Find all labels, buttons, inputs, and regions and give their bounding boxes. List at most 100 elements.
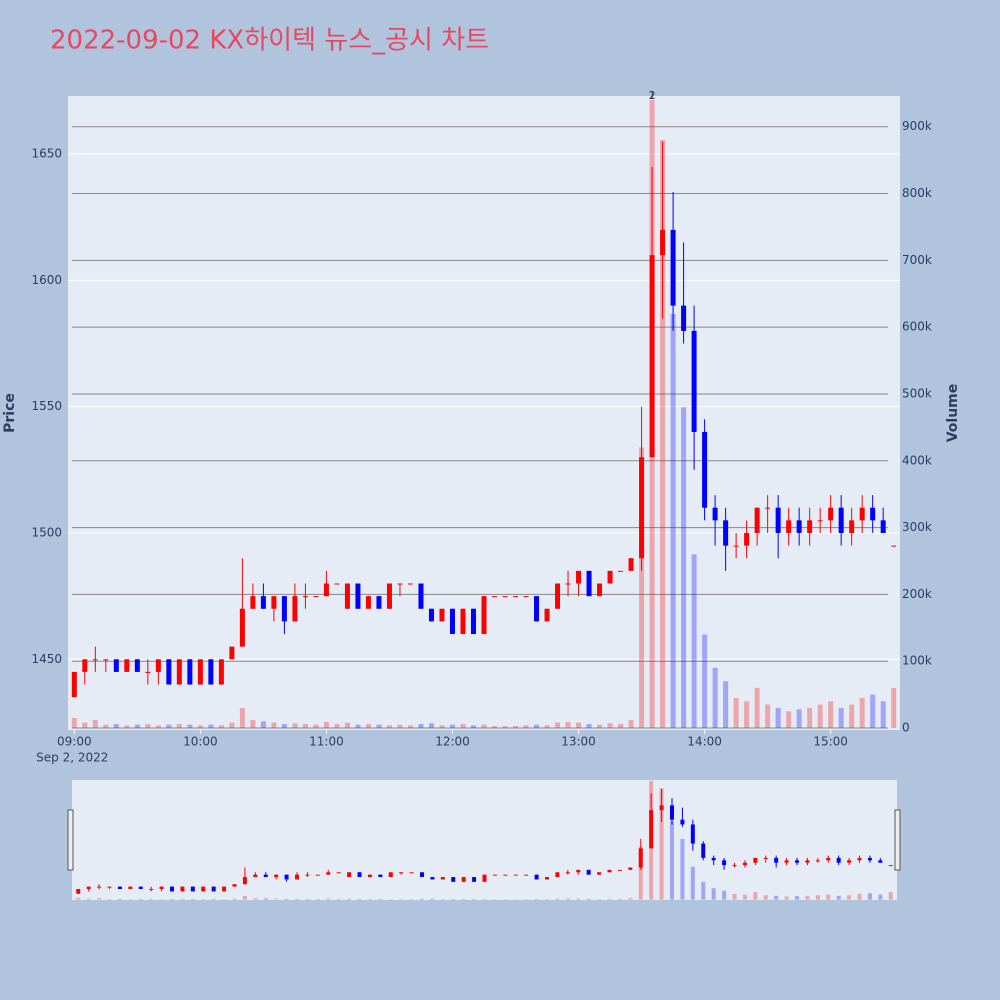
volume-bar [239,707,245,728]
volume-bar [774,895,779,900]
candle-body [409,872,414,874]
volume-bar [849,704,855,728]
candle-body [544,608,550,622]
y2-tick-label: 300k [902,520,932,534]
volume-bar [555,898,560,900]
volume-bar [397,724,403,728]
volume-bar [409,899,414,900]
candle-body [250,596,256,609]
volume-bar [449,724,455,728]
candle-body [607,869,612,873]
candle-body [386,583,392,609]
volume-bar [857,893,862,900]
volume-bar [344,722,350,728]
candle-body [628,867,633,870]
volume-bar [451,898,456,900]
volume-bar [222,899,227,900]
volume-bar [617,898,622,900]
candle-body [365,596,371,609]
volume-bar [817,704,823,728]
candle-body [281,596,287,622]
candle-body [208,659,214,685]
range-handle-left[interactable] [67,809,74,871]
volume-bar [628,719,634,728]
candle-body [857,857,862,861]
candle-body [113,659,119,672]
candle-body [597,583,603,597]
volume-bar [859,697,865,728]
candle-body [305,874,310,876]
volume-bar [295,898,299,900]
candle-body [649,810,654,849]
y2-tick-label: 500k [902,386,932,400]
candle-body [218,659,224,685]
x-tick-label: 12:00 [435,735,470,749]
volume-bar [376,724,382,728]
candle-body [765,507,771,509]
volume-bar [211,898,216,900]
volume-bar [870,694,876,728]
volume-bar [513,725,519,728]
volume-bar [618,723,624,728]
candle-body [784,860,789,863]
volume-bar [263,898,268,900]
volume-bar [639,447,645,728]
volume-bar [586,723,592,728]
candle-body [838,507,844,533]
candle-body [159,886,164,890]
volume-bar [659,788,664,900]
y-tick-label: 1550 [31,399,62,413]
candle-body [503,874,508,876]
volume-bar [190,898,195,900]
candle-body [170,886,174,892]
candle-body [334,583,340,585]
volume-bar [597,724,603,728]
candle-body [242,877,247,885]
candle-body [659,805,664,811]
candle-body [355,583,361,609]
volume-bar [838,707,844,728]
candle-body [284,874,289,880]
candle-body [597,872,602,875]
y-axis-title: Price [2,393,18,433]
candle-body [420,872,424,878]
x-tick-label: 14:00 [687,735,722,749]
candle-body [315,874,320,876]
volume-bar [107,898,112,900]
volume-bar [323,721,329,728]
volume-bar [281,723,287,728]
volume-bar [388,899,393,900]
range-handle-right[interactable] [894,809,901,871]
candle-body [460,608,466,635]
volume-bar [334,723,340,728]
volume-bar [128,899,133,900]
candle-body [222,886,227,892]
x-tick-label: 10:00 [183,735,218,749]
candle-body [576,570,582,584]
candle-body [326,872,331,875]
volume-bar [292,723,298,728]
volume-bar [250,719,256,728]
volume-bar [492,725,498,728]
range-slider[interactable] [72,780,897,900]
volume-bar [544,725,550,728]
volume-bar [336,898,341,900]
candle-body [733,545,739,547]
candle-body [847,860,852,863]
candle-body [545,877,549,880]
y-tick-label: 1600 [31,273,62,287]
candle-body [388,872,393,878]
volume-bar [807,707,813,728]
candle-body [295,874,299,880]
y2-tick-label: 400k [902,453,932,467]
volume-bar [754,687,760,728]
candle-body [449,608,455,635]
candle-body [166,659,172,685]
candle-body [263,874,268,878]
volume-bar [628,898,633,900]
volume-bar [399,898,404,900]
volume-bar [347,898,352,900]
candle-body [670,229,676,306]
volume-bar [71,717,77,728]
